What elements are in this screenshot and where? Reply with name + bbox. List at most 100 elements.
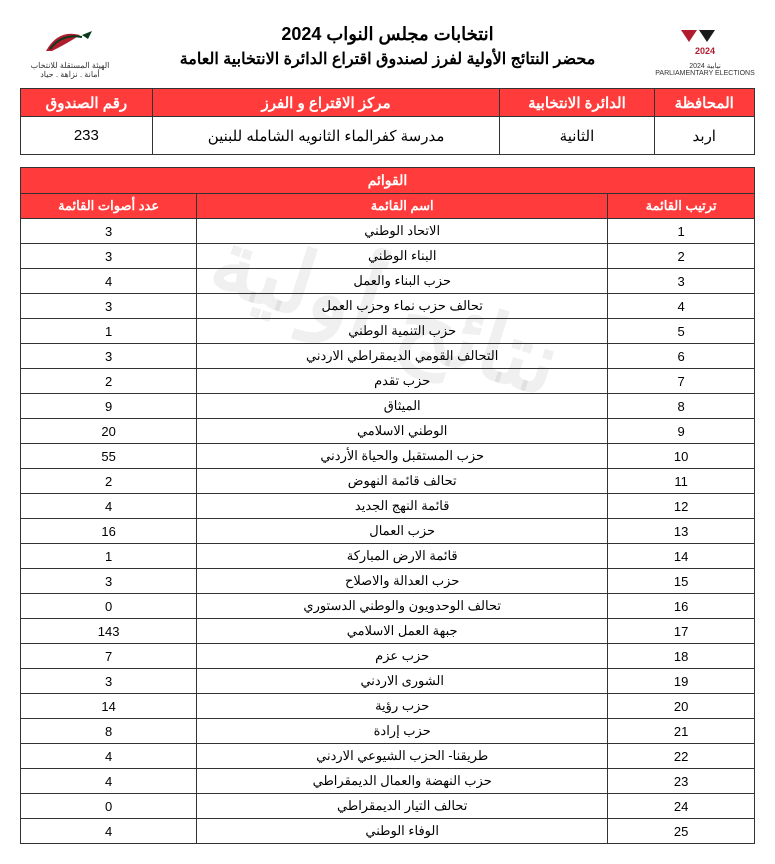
list-votes: 4 [21, 769, 197, 794]
table-row: 2البناء الوطني3 [21, 244, 755, 269]
page-subtitle: محضر النتائج الأولية لفرز لصندوق اقتراع … [120, 49, 655, 69]
list-rank: 23 [608, 769, 755, 794]
list-rank: 12 [608, 494, 755, 519]
logo-right-line3: أمانة . نزاهة . حياد [40, 70, 100, 79]
list-votes: 2 [21, 369, 197, 394]
list-name: الشورى الاردني [197, 669, 608, 694]
page-title: انتخابات مجلس النواب 2024 [120, 24, 655, 45]
election-logo-icon: 2024 [675, 24, 735, 60]
list-votes: 3 [21, 344, 197, 369]
list-name: حزب البناء والعمل [197, 269, 608, 294]
info-table: المحافظة الدائرة الانتخابية مركز الاقترا… [20, 88, 755, 155]
table-row: 4تحالف حزب نماء وحزب العمل3 [21, 294, 755, 319]
table-row: 7حزب تقدم2 [21, 369, 755, 394]
lists-table: القوائم ترتيب القائمة اسم القائمة عدد أص… [20, 167, 755, 844]
info-header-governorate: المحافظة [654, 89, 755, 117]
list-rank: 25 [608, 819, 755, 844]
table-row: 6التحالف القومي الديمقراطي الاردني3 [21, 344, 755, 369]
info-center: مدرسة كفرالماء الثانويه الشامله للبنين [152, 117, 500, 155]
info-header-district: الدائرة الانتخابية [500, 89, 654, 117]
list-name: حزب تقدم [197, 369, 608, 394]
list-name: قائمة الارض المباركة [197, 544, 608, 569]
list-votes: 3 [21, 219, 197, 244]
list-rank: 1 [608, 219, 755, 244]
table-row: 15حزب العدالة والاصلاح3 [21, 569, 755, 594]
logo-left: 2024 نيابية 2024 PARLIAMENTARY ELECTIONS [655, 20, 755, 80]
list-name: حزب إرادة [197, 719, 608, 744]
list-name: البناء الوطني [197, 244, 608, 269]
list-rank: 3 [608, 269, 755, 294]
list-rank: 5 [608, 319, 755, 344]
list-name: تحالف الوحدويون والوطني الدستوري [197, 594, 608, 619]
table-row: 17جبهة العمل الاسلامي143 [21, 619, 755, 644]
table-row: 20حزب رؤية14 [21, 694, 755, 719]
list-votes: 7 [21, 644, 197, 669]
list-rank: 13 [608, 519, 755, 544]
list-name: حزب العدالة والاصلاح [197, 569, 608, 594]
list-votes: 3 [21, 669, 197, 694]
list-rank: 14 [608, 544, 755, 569]
list-votes: 0 [21, 594, 197, 619]
table-row: 9الوطني الاسلامي20 [21, 419, 755, 444]
iec-logo-icon [38, 21, 102, 59]
list-votes: 1 [21, 544, 197, 569]
list-name: طريقنا- الحزب الشيوعي الاردني [197, 744, 608, 769]
lists-header-name: اسم القائمة [197, 194, 608, 219]
logo-left-line3: PARLIAMENTARY ELECTIONS [655, 70, 754, 77]
list-rank: 8 [608, 394, 755, 419]
table-row: 14قائمة الارض المباركة1 [21, 544, 755, 569]
list-name: حزب رؤية [197, 694, 608, 719]
list-name: الميثاق [197, 394, 608, 419]
list-votes: 8 [21, 719, 197, 744]
info-header-box: رقم الصندوق [21, 89, 153, 117]
list-rank: 24 [608, 794, 755, 819]
list-votes: 3 [21, 294, 197, 319]
list-rank: 7 [608, 369, 755, 394]
list-name: الوفاء الوطني [197, 819, 608, 844]
list-rank: 15 [608, 569, 755, 594]
info-governorate: اربد [654, 117, 755, 155]
list-votes: 9 [21, 394, 197, 419]
lists-header-votes: عدد أصوات القائمة [21, 194, 197, 219]
list-name: جبهة العمل الاسلامي [197, 619, 608, 644]
list-rank: 6 [608, 344, 755, 369]
list-rank: 10 [608, 444, 755, 469]
list-name: تحالف قائمة النهوض [197, 469, 608, 494]
list-name: حزب النهضة والعمال الديمقراطي [197, 769, 608, 794]
list-votes: 20 [21, 419, 197, 444]
list-rank: 18 [608, 644, 755, 669]
table-row: 19الشورى الاردني3 [21, 669, 755, 694]
list-name: تحالف التيار الديمقراطي [197, 794, 608, 819]
list-name: حزب التنمية الوطني [197, 319, 608, 344]
list-rank: 16 [608, 594, 755, 619]
table-row: 11تحالف قائمة النهوض2 [21, 469, 755, 494]
list-rank: 2 [608, 244, 755, 269]
title-block: انتخابات مجلس النواب 2024 محضر النتائج ا… [120, 20, 655, 71]
logo-right-line2: للانتخاب [31, 61, 58, 70]
list-votes: 16 [21, 519, 197, 544]
table-row: 21حزب إرادة8 [21, 719, 755, 744]
list-votes: 0 [21, 794, 197, 819]
table-row: 12قائمة النهج الجديد4 [21, 494, 755, 519]
table-row: 24تحالف التيار الديمقراطي0 [21, 794, 755, 819]
table-row: 10حزب المستقبل والحياة الأردني55 [21, 444, 755, 469]
table-row: 3حزب البناء والعمل4 [21, 269, 755, 294]
list-votes: 55 [21, 444, 197, 469]
list-votes: 4 [21, 819, 197, 844]
table-row: 18حزب عزم7 [21, 644, 755, 669]
info-header-center: مركز الاقتراع و الفرز [152, 89, 500, 117]
list-name: الاتحاد الوطني [197, 219, 608, 244]
logo-left-line1: نيابية [707, 63, 721, 70]
logo-left-line2: 2024 [689, 63, 705, 70]
table-row: 8الميثاق9 [21, 394, 755, 419]
list-votes: 1 [21, 319, 197, 344]
table-row: 13حزب العمال16 [21, 519, 755, 544]
list-votes: 4 [21, 269, 197, 294]
list-rank: 19 [608, 669, 755, 694]
list-rank: 17 [608, 619, 755, 644]
table-row: 25الوفاء الوطني4 [21, 819, 755, 844]
logo-right: الهيئة المستقلة للانتخاب أمانة . نزاهة .… [20, 20, 120, 80]
list-name: قائمة النهج الجديد [197, 494, 608, 519]
info-box: 233 [21, 117, 153, 155]
list-votes: 14 [21, 694, 197, 719]
